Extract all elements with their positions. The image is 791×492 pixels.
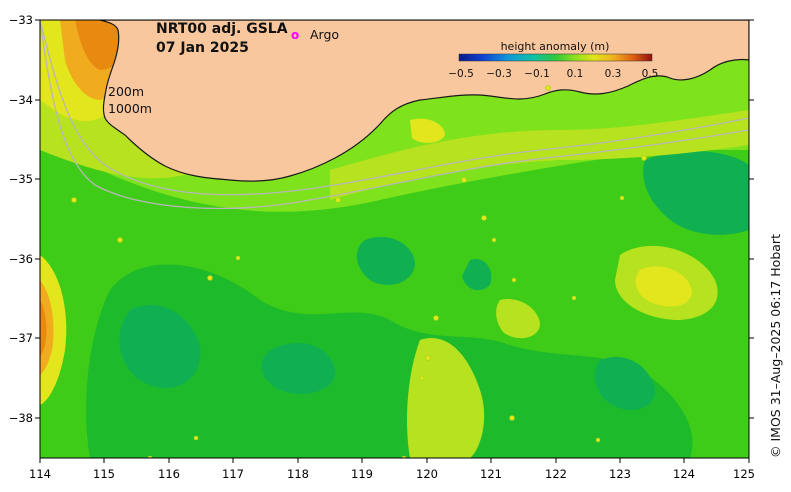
argo-float (511, 277, 517, 283)
y-tick-label: −37 (9, 331, 33, 345)
colorbar-title: height anomaly (m) (501, 40, 610, 53)
y-tick-label: −38 (9, 411, 33, 425)
x-tick-label: 118 (287, 467, 309, 481)
imos-credit: © IMOS 31–Aug–2025 06:17 Hobart (768, 234, 783, 458)
map-title: NRT00 adj. GSLA (156, 21, 288, 37)
x-tick-label: 114 (29, 467, 51, 481)
argo-float (235, 255, 241, 261)
argo-legend-icon: o (291, 28, 299, 42)
x-tick-label: 116 (158, 467, 180, 481)
argo-legend-label: Argo (310, 27, 339, 42)
map-date: 07 Jan 2025 (156, 40, 249, 56)
argo-float (335, 197, 341, 203)
argo-float (641, 155, 647, 161)
colorbar-tick: −0.1 (524, 68, 550, 80)
colorbar-ramp (458, 53, 653, 62)
colorbar-tick: −0.5 (448, 68, 474, 80)
argo-float (207, 275, 213, 281)
sla-field (40, 20, 749, 458)
argo-float (117, 237, 123, 243)
argo-float (571, 295, 577, 301)
x-tick-label: 124 (673, 467, 695, 481)
x-tick-label: 115 (93, 467, 115, 481)
isobath-1000m (40, 20, 749, 210)
x-tick-label: 121 (480, 467, 502, 481)
x-tick-label: 120 (416, 467, 438, 481)
argo-float (193, 435, 199, 441)
argo-float (545, 85, 551, 91)
argo-float (509, 415, 515, 421)
colorbar-tick: −0.3 (486, 68, 512, 80)
x-tick-label: 123 (609, 467, 631, 481)
argo-float (433, 315, 439, 321)
y-tick-label: −34 (9, 93, 33, 107)
x-tick-label: 119 (351, 467, 373, 481)
plot-frame (39, 19, 750, 459)
y-tick-label: −35 (9, 172, 33, 186)
isobath-label-200m: 200m (108, 84, 144, 99)
x-tick-label: 117 (222, 467, 244, 481)
isobath-200m (40, 20, 749, 196)
argo-float (595, 437, 601, 443)
y-tick-label: −36 (9, 252, 33, 266)
colorbar-tick: 0.5 (642, 68, 659, 80)
argo-float (425, 355, 431, 361)
argo-float (419, 375, 425, 381)
colorbar-tick: 0.3 (605, 68, 622, 80)
argo-float (481, 215, 487, 221)
argo-float (461, 177, 467, 183)
argo-float (619, 195, 625, 201)
x-tick-label: 122 (545, 467, 567, 481)
y-tick-label: −33 (9, 13, 33, 27)
argo-float (71, 197, 77, 203)
argo-floats (71, 85, 647, 458)
x-tick-label: 125 (733, 467, 755, 481)
argo-float (491, 237, 497, 243)
colorbar-tick: 0.1 (567, 68, 584, 80)
colorbar: height anomaly (m) −0.5 −0.3 −0.1 0.1 0.… (448, 40, 658, 80)
isobath-label-1000m: 1000m (108, 101, 152, 116)
x-axis: 114 115 116 117 118 119 120 121 122 123 … (29, 458, 755, 481)
y-axis: −33 −34 −35 −36 −37 −38 (9, 13, 754, 425)
